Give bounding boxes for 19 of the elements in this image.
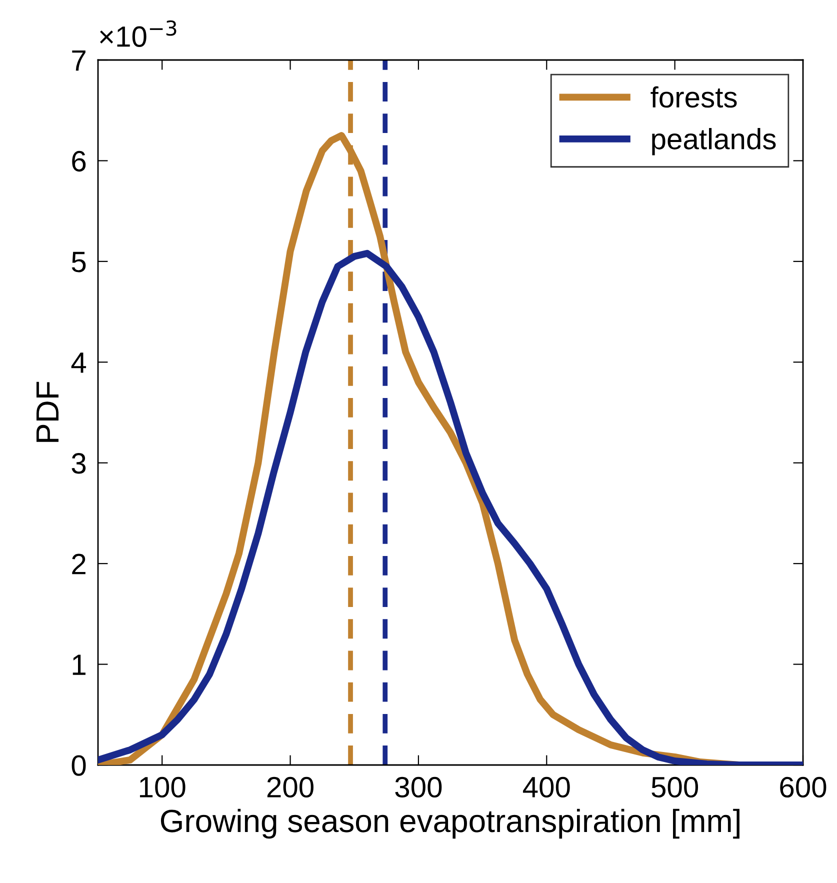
x-tick-label: 200 [267,776,314,798]
y-tick-label: 7 [72,50,86,71]
y-tick-label: 0 [72,755,86,776]
y-tick-label: 4 [71,352,86,373]
text: ×10$^{−3}$ [100,20,176,47]
x-tick-label: 400 [522,776,570,798]
x-tick-label: 300 [395,776,442,798]
y-tick-label: 5 [72,252,86,272]
x-tick-label: 100 [140,776,186,798]
x-tick-label: 500 [652,776,698,798]
y-axis-title: PDF [36,382,58,442]
y-tick-label: 6 [72,150,86,172]
x-tick-label: 600 [780,776,826,798]
y-tick-label: 2 [72,554,86,574]
y-tick-label: 3 [72,453,86,474]
y-tick-label: 1 [72,654,86,675]
x-axis-title: Growing season evapotranspiration [mm] [160,808,740,839]
legend-label: forests [650,86,737,108]
legend-label: peatlands [652,128,776,156]
